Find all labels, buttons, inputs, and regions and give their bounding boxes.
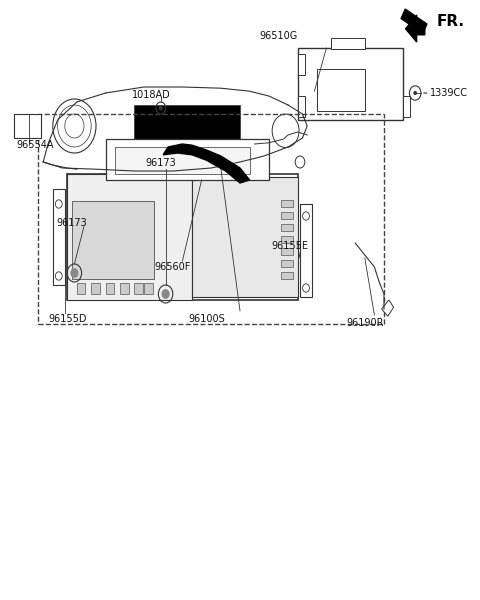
Bar [67, 174, 298, 300]
Bar [281, 260, 293, 267]
Bar [91, 283, 100, 294]
Circle shape [414, 91, 417, 95]
Circle shape [71, 269, 78, 277]
Bar [298, 54, 305, 75]
Text: 96510G: 96510G [259, 31, 298, 41]
Polygon shape [382, 300, 394, 316]
Bar [403, 96, 410, 117]
Bar [281, 212, 293, 219]
Bar [281, 248, 293, 255]
Text: 96173: 96173 [57, 218, 87, 228]
Bar [120, 283, 129, 294]
Bar [72, 201, 154, 279]
Bar [106, 139, 269, 180]
Bar [38, 114, 384, 324]
Circle shape [162, 290, 169, 298]
Bar [134, 283, 143, 294]
Bar [300, 204, 312, 297]
Text: 1339CC: 1339CC [430, 88, 468, 98]
Text: 96560F: 96560F [155, 262, 191, 272]
Bar [67, 174, 192, 300]
Text: 96155D: 96155D [48, 314, 86, 324]
Circle shape [159, 106, 162, 110]
Bar [144, 283, 153, 294]
Bar [134, 105, 240, 144]
Polygon shape [406, 15, 425, 42]
Bar [14, 114, 41, 138]
Text: 96554A: 96554A [17, 140, 54, 150]
FancyArrow shape [401, 9, 427, 34]
Text: 96190R: 96190R [346, 318, 384, 328]
Bar [298, 48, 403, 120]
Text: 96155E: 96155E [271, 241, 308, 251]
Bar [281, 200, 293, 207]
Bar [77, 283, 85, 294]
Bar [192, 177, 298, 297]
Text: 96173: 96173 [145, 158, 176, 168]
Bar [115, 147, 250, 174]
Bar [281, 272, 293, 279]
Bar [298, 96, 305, 117]
Text: 1018AD: 1018AD [132, 90, 170, 100]
Text: FR.: FR. [437, 13, 465, 28]
Bar [317, 69, 365, 111]
Bar [281, 236, 293, 243]
Bar [281, 224, 293, 231]
Bar [106, 283, 114, 294]
Polygon shape [163, 144, 250, 183]
Text: 96100S: 96100S [188, 314, 225, 324]
Bar [53, 189, 65, 285]
Bar [331, 38, 365, 49]
